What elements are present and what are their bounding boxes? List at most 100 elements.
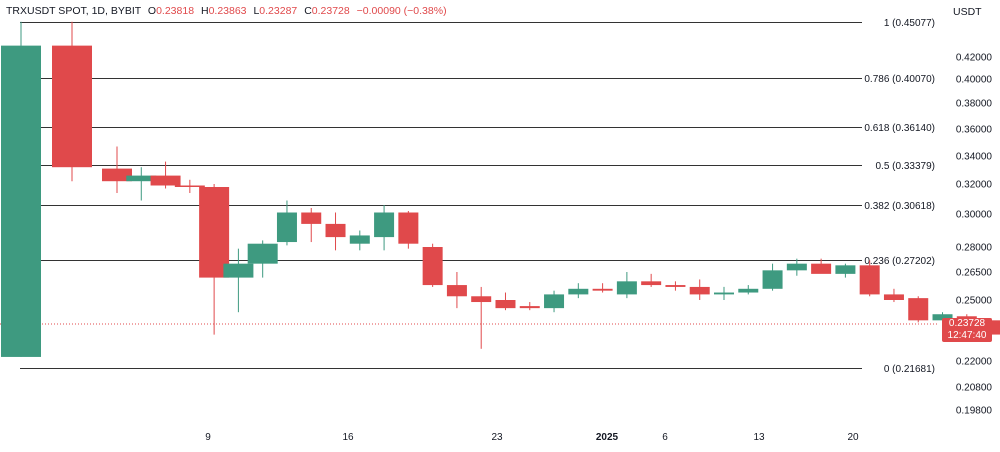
candle[interactable]	[908, 296, 929, 323]
candle[interactable]	[835, 263, 856, 278]
candle[interactable]	[544, 290, 565, 313]
candle-body	[859, 265, 880, 295]
candle[interactable]	[568, 283, 589, 299]
x-tick-label: 2025	[596, 432, 619, 443]
high-value: 0.23863	[208, 5, 247, 17]
candle-body	[126, 175, 157, 182]
candle[interactable]	[52, 21, 92, 182]
symbol-title: TRXUSDT SPOT, 1D, BYBIT	[6, 5, 141, 17]
change-value: −0.00090 (−0.38%)	[356, 5, 447, 17]
candle[interactable]	[374, 205, 395, 251]
candle-body	[762, 270, 783, 289]
candle-body	[374, 212, 395, 238]
candle[interactable]	[126, 167, 157, 201]
y-tick-label: 0.34000	[956, 152, 993, 163]
candle[interactable]	[811, 258, 832, 274]
candle[interactable]	[102, 146, 132, 193]
candle[interactable]	[247, 240, 278, 278]
y-tick-label: 0.30000	[956, 210, 993, 221]
candle-body	[932, 314, 953, 321]
open-value: 0.23818	[156, 5, 195, 17]
candle[interactable]	[762, 263, 783, 291]
candle[interactable]	[276, 200, 297, 246]
y-tick-label: 0.40000	[956, 75, 993, 86]
candle-body	[276, 212, 297, 243]
fib-label: 0.382 (0.30618)	[864, 201, 935, 212]
candle-body	[325, 223, 346, 238]
candles	[1, 21, 1000, 357]
low-label: L	[253, 5, 260, 17]
candle-body	[714, 292, 734, 295]
candle[interactable]	[738, 285, 759, 295]
candle[interactable]	[1, 21, 41, 357]
candle-body	[908, 298, 929, 321]
candle[interactable]	[592, 283, 613, 293]
candle[interactable]	[174, 179, 205, 193]
bar-countdown: 12:47:40	[947, 330, 987, 341]
candle-body	[835, 265, 856, 274]
y-tick-label: 0.20800	[956, 383, 993, 394]
candle-body	[349, 235, 370, 244]
candle[interactable]	[786, 258, 807, 276]
candle-body	[811, 263, 832, 274]
symbol-header: TRXUSDT SPOT, 1D, BYBIT O0.23818 H0.2386…	[6, 5, 447, 17]
y-tick-label: 0.22000	[956, 357, 993, 368]
fib-label: 1 (0.45077)	[884, 18, 935, 29]
y-tick-label: 0.26500	[956, 268, 993, 279]
candle[interactable]	[714, 286, 734, 300]
candle[interactable]	[519, 302, 540, 311]
candle-body	[665, 285, 686, 287]
y-tick-label: 0.42000	[956, 53, 993, 64]
candle[interactable]	[325, 212, 346, 251]
fib-label: 0.5 (0.33379)	[876, 161, 936, 172]
candle[interactable]	[883, 288, 904, 303]
y-tick-label: 0.25000	[956, 296, 993, 307]
candle[interactable]	[446, 272, 467, 309]
x-tick-label: 6	[662, 432, 668, 443]
candle[interactable]	[495, 292, 516, 311]
candle-body	[223, 263, 254, 278]
candle[interactable]	[616, 272, 637, 299]
candle-body	[422, 247, 443, 286]
candle[interactable]	[471, 286, 492, 349]
candle[interactable]	[859, 260, 880, 297]
candle[interactable]	[349, 230, 370, 251]
fibonacci-levels: 1 (0.45077) 0.786 (0.40070) 0.618 (0.36140…	[20, 18, 935, 375]
candle-body	[398, 212, 419, 244]
candle[interactable]	[641, 273, 662, 287]
candle-body	[1, 45, 41, 357]
last-price-value: 0.23728	[948, 318, 986, 329]
candle-body	[616, 281, 637, 295]
candle[interactable]	[199, 184, 230, 335]
candle-body	[199, 187, 230, 278]
x-tick-label: 20	[847, 432, 859, 443]
fib-label: 0.236 (0.27202)	[864, 256, 935, 267]
candle-body	[150, 175, 181, 186]
fib-label: 0 (0.21681)	[884, 364, 935, 375]
candle-body	[519, 306, 540, 309]
fib-label: 0.618 (0.36140)	[864, 123, 935, 134]
close-label: C	[304, 5, 312, 17]
y-tick-label: 0.36000	[956, 125, 993, 136]
candle-body	[102, 168, 132, 182]
candle[interactable]	[398, 211, 419, 249]
candle-body	[446, 285, 467, 297]
x-tick-label: 9	[205, 432, 211, 443]
candle[interactable]	[301, 208, 322, 243]
y-tick-label: 0.19800	[956, 406, 993, 417]
candle[interactable]	[665, 281, 686, 291]
candle[interactable]	[689, 279, 710, 300]
x-tick-label: 16	[342, 432, 354, 443]
x-tick-label: 13	[753, 432, 765, 443]
candle-body	[495, 300, 516, 309]
candle-body	[956, 316, 977, 319]
candle[interactable]	[223, 248, 254, 313]
candle-body	[301, 212, 322, 224]
last-price-tag: 0.23728 12:47:40	[942, 318, 992, 342]
candle[interactable]	[422, 243, 443, 287]
low-value: 0.23287	[259, 5, 298, 17]
candle[interactable]	[150, 161, 181, 189]
candle-body	[689, 286, 710, 295]
candle-body	[247, 243, 278, 264]
